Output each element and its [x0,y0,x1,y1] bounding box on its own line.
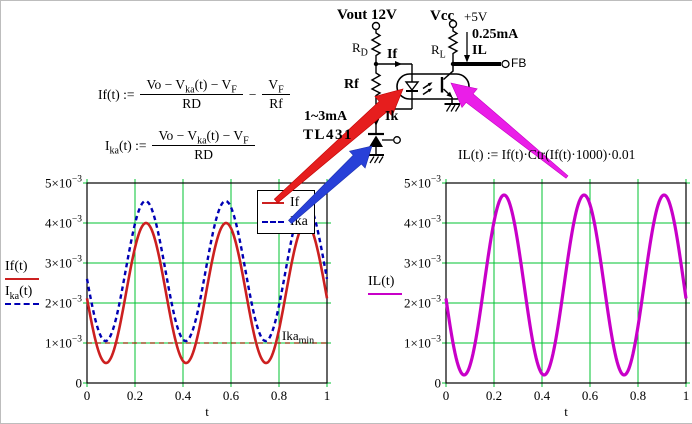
il-current-value: 0.25mA [472,27,519,42]
if-formula-minus: − [248,86,257,102]
legend-entry: If [262,194,308,211]
phototransistor-icon [440,64,454,104]
optocoupler-capsule [396,73,470,100]
tick-label: 0.4 [534,388,551,403]
if-wire-arrowhead [395,61,402,67]
node-b-junction [450,61,456,67]
tl431-label: TL431 [303,127,354,143]
tick-label: 0.6 [582,388,599,403]
tick-label: 0 [76,376,83,391]
ika-min-label: Ikamin [282,328,315,347]
tick-label: 0.6 [223,388,240,403]
fb-label: FB [511,56,527,70]
il-arrowhead [464,55,470,63]
magenta-annotation-arrow [450,82,569,179]
series-If [85,221,329,365]
vcc-value: +5V [464,9,488,24]
rl-label: RL [431,42,446,61]
node-a-junction [373,61,379,67]
ika-formula[interactable]: Ika(t) := Vo − Vka(t) − VF RD [105,128,255,163]
tl431-symbol [368,132,401,147]
cathode-current-label: 1~3mA [304,109,348,124]
tick-label: 0 [84,388,91,403]
ref-terminal [393,136,401,144]
tl431-ground-icon [368,154,384,164]
tick-label: 0.2 [486,388,502,403]
tick-label: 0.8 [630,388,646,403]
ik-label: Ik [385,109,399,124]
rd-resistor [370,29,382,64]
tick-label: 0 [443,388,450,403]
series-Ika [85,199,329,343]
trace-label: IL(t) [368,274,402,295]
if-formula-lhs: If(t) := [98,86,135,102]
tick-label: 0.2 [127,388,143,403]
blue-annotation-arrow [288,145,373,225]
tick-label: 1 [324,388,331,403]
light-arrows-icon [422,82,433,96]
il-plot-axes: 0 0.2 0.4 0.6 0.8 101×10−32×10−33×10−34×10−35… [404,175,690,419]
il-trace-labels: IL(t) [368,274,402,299]
rd-label: RD [352,40,368,59]
vcc-label: Vcc [430,8,455,24]
red-annotation-arrow [273,88,404,204]
plot-frame [445,182,687,384]
tick-label: 0 [435,376,442,391]
vout-label: Vout 12V [337,7,397,23]
tick-label: t [205,404,209,419]
il-formula-text: IL(t) := If(t)·Ctr(If(t)·1000)·0.01 [458,147,636,162]
if-ika-plot-axes: 0 0.2 0.4 0.6 0.8 101×10−32×10−33×10−34×10−35… [45,175,331,419]
led-icon [404,81,420,92]
il-plot[interactable]: 0 0.2 0.4 0.6 0.8 1 0 1×10−3 2×10−3 3×10−3 4×10−3 5… [348,173,692,423]
if-formula-fraction2: VF Rf [262,77,290,112]
ika-formula-fraction: Vo − Vka(t) − VF RD [152,128,255,163]
rf-label: Rf [344,77,359,92]
series-IL [444,193,688,377]
il-label: IL [472,43,487,58]
fb-terminal [501,59,510,69]
trace-label: If(t) [5,259,39,280]
if-current-label: If [387,47,398,62]
vcc-branch [447,19,510,69]
ika-formula-lhs: Ika(t) := [105,137,147,157]
if-formula[interactable]: If(t) := Vo − Vka(t) − VF RD − VF Rf [98,77,290,112]
tick-label: t [564,404,568,419]
tick-label: 0.4 [175,388,192,403]
transistor-ground-icon [444,103,461,112]
tick-label: 0.8 [271,388,287,403]
il-formula[interactable]: IL(t) := If(t)·Ctr(If(t)·1000)·0.01 [458,147,635,163]
tick-label: 1 [683,388,690,403]
rl-resistor [447,27,459,64]
rf-resistor [370,64,382,109]
if-formula-fraction: Vo − Vka(t) − VF RD [140,77,243,112]
trace-label: Ika(t) [5,284,39,305]
if-ika-trace-labels: If(t) Ika(t) [5,259,39,309]
